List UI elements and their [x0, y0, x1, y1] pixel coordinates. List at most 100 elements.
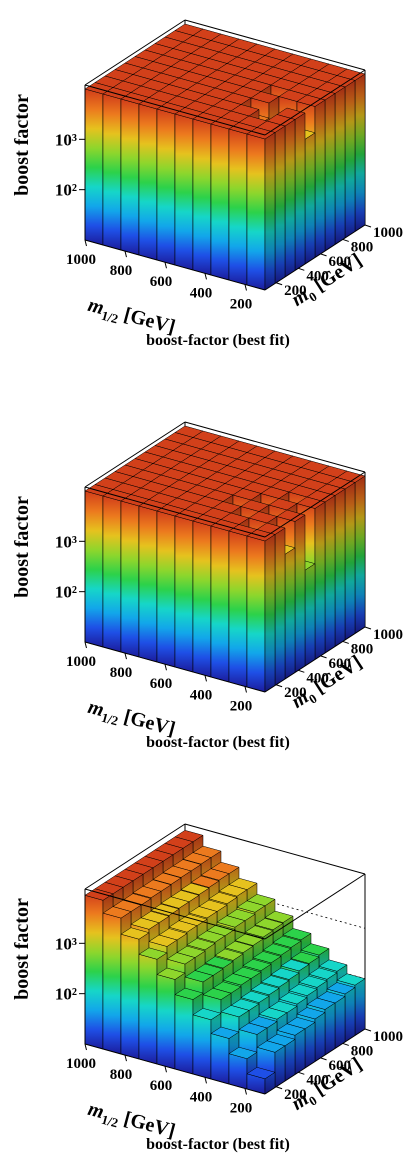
bar-face	[345, 80, 355, 238]
bar-shade	[294, 514, 306, 673]
y-tick-label: 600	[329, 1058, 352, 1074]
bar-face	[285, 547, 295, 679]
bar-top	[182, 852, 212, 865]
bar-face	[228, 128, 248, 286]
bar-shade	[274, 125, 286, 284]
bar-shade	[314, 501, 326, 660]
x-tick	[124, 652, 127, 660]
bar-top	[220, 1005, 250, 1018]
x-tick-label: 600	[150, 1078, 173, 1094]
z-axis-title: boost factor	[11, 94, 33, 196]
bar-shade	[324, 1002, 336, 1056]
bar-face	[325, 1003, 335, 1055]
y-tick	[298, 1071, 305, 1075]
y-axis	[264, 1028, 366, 1095]
bar-top	[236, 900, 266, 913]
x-tick-label: 200	[230, 1100, 253, 1116]
frame-edge	[84, 19, 186, 86]
bar-face	[285, 1039, 295, 1081]
x-tick	[204, 675, 207, 682]
x-tick	[84, 239, 87, 247]
axis-symbol: m	[86, 1098, 107, 1123]
bar-top	[196, 930, 226, 943]
bar-top	[336, 973, 366, 986]
x-tick-label: 400	[190, 1089, 213, 1105]
bar-top	[186, 938, 216, 951]
bar-face	[305, 132, 315, 264]
y-tick	[298, 669, 305, 673]
bar-top	[120, 927, 150, 940]
x-tick-label: 400	[190, 285, 213, 301]
bar-top	[132, 886, 162, 899]
bar-top	[282, 928, 312, 941]
y-tick	[275, 1086, 283, 1090]
y-tick-label: 1000	[373, 1029, 403, 1045]
x-tick	[124, 250, 127, 258]
axis-subscript: 1/2	[100, 710, 120, 729]
x-tick-label: 600	[150, 676, 173, 692]
bar-top	[208, 892, 238, 905]
bar-shade	[304, 1021, 316, 1069]
bar-top	[246, 529, 276, 542]
bar-top	[214, 948, 244, 961]
bar-face	[210, 1033, 230, 1085]
bar-top	[202, 987, 232, 1000]
y-tick-label: 400	[306, 268, 329, 284]
y-tick-label: 200	[284, 1087, 307, 1103]
y-tick	[364, 224, 372, 228]
x-tick	[124, 1054, 127, 1062]
bar-face	[138, 103, 158, 261]
bar-top	[190, 875, 220, 888]
bar-top	[234, 933, 264, 946]
bar-top	[318, 959, 348, 972]
bar-face	[315, 1012, 325, 1062]
x-tick	[84, 1043, 87, 1051]
bar-top	[240, 990, 270, 1003]
bar-top	[250, 91, 280, 104]
bar-top	[288, 983, 318, 996]
bar-face	[210, 123, 230, 281]
bar-face	[192, 1014, 212, 1080]
bar-top	[102, 906, 132, 919]
bar-top	[200, 868, 230, 881]
bar-face	[295, 113, 305, 271]
bar-top	[148, 934, 178, 947]
bar-top	[244, 925, 274, 938]
x-axis	[84, 1043, 266, 1095]
bar-face	[84, 894, 104, 1050]
chart-title: boost-factor (best fit)	[146, 332, 290, 349]
bar-shade	[354, 73, 366, 232]
bar-top	[246, 127, 276, 140]
bar-top	[238, 1022, 268, 1035]
bar-face	[156, 974, 176, 1070]
bar-top	[216, 915, 246, 928]
bar-top	[240, 499, 270, 512]
y-tick-label: 800	[351, 239, 374, 255]
bar-top	[296, 1007, 326, 1020]
bar-top	[272, 935, 302, 948]
frame-edge	[184, 823, 366, 875]
chart-title: boost-factor (best fit)	[146, 734, 290, 751]
bar	[246, 127, 276, 291]
bar-top	[290, 951, 320, 964]
bar-face	[265, 132, 275, 290]
bar-face	[335, 87, 345, 245]
bar-face	[355, 74, 365, 232]
bar-shade	[294, 1028, 306, 1075]
bar-face	[156, 108, 176, 266]
bar-face	[138, 505, 158, 663]
y-axis	[264, 224, 366, 291]
y-tick	[364, 626, 372, 630]
z-tick-label: 10³	[55, 934, 77, 953]
z-tick-label: 10²	[55, 181, 77, 200]
y-tick	[320, 655, 327, 659]
lego-panel: 10²10³20040060080010002004006008001000bo…	[11, 421, 403, 751]
bar-top	[218, 884, 248, 897]
x-tick-label: 1000	[66, 654, 96, 670]
bar	[246, 529, 276, 693]
y-tick	[342, 1042, 349, 1046]
bar-face	[315, 502, 325, 660]
bar-face	[120, 98, 140, 256]
chart-title: boost-factor (best fit)	[146, 1136, 290, 1153]
